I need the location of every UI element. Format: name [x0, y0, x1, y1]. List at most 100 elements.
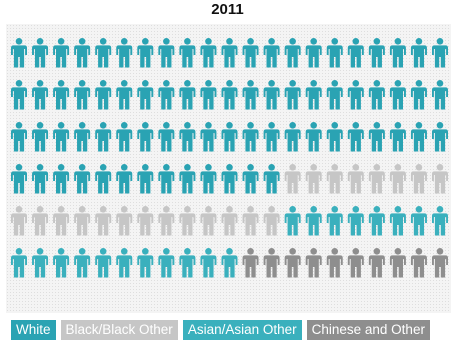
- person-icon-white: [200, 80, 217, 110]
- person-icon-white: [158, 122, 175, 152]
- person-icon-asian-asian-other: [116, 248, 133, 278]
- person-icon-white: [53, 122, 70, 152]
- person-icon-white: [200, 122, 217, 152]
- person-icon-white: [221, 80, 238, 110]
- person-icon-white: [221, 38, 238, 68]
- person-icon-white: [32, 80, 49, 110]
- person-icon-black-black-other: [200, 206, 217, 236]
- person-icon-white: [389, 80, 406, 110]
- person-icon-white: [158, 80, 175, 110]
- person-icon-white: [53, 38, 70, 68]
- person-icon-white: [74, 38, 91, 68]
- person-icon-chinese-and-other: [410, 248, 427, 278]
- person-icon-white: [410, 122, 427, 152]
- person-icon-white: [116, 122, 133, 152]
- person-icon-black-black-other: [347, 164, 364, 194]
- person-icon-asian-asian-other: [32, 248, 49, 278]
- pictogram-panel: [6, 24, 451, 313]
- person-icon-asian-asian-other: [326, 206, 343, 236]
- person-icon-white: [95, 164, 112, 194]
- person-icon-black-black-other: [179, 206, 196, 236]
- person-icon-white: [179, 38, 196, 68]
- person-icon-white: [242, 122, 259, 152]
- person-icon-white: [284, 122, 301, 152]
- person-icon-white: [410, 38, 427, 68]
- person-icon-asian-asian-other: [95, 248, 112, 278]
- legend-item-black-black-other: Black/Black Other: [60, 320, 178, 340]
- person-icon-white: [368, 80, 385, 110]
- person-icon-white: [242, 164, 259, 194]
- person-icon-black-black-other: [137, 206, 154, 236]
- person-icon-black-black-other: [74, 206, 91, 236]
- person-icon-white: [410, 80, 427, 110]
- person-icon-white: [11, 80, 27, 110]
- person-icon-white: [53, 80, 70, 110]
- person-icon-white: [326, 80, 343, 110]
- person-icon-black-black-other: [158, 206, 175, 236]
- person-icon-white: [158, 38, 175, 68]
- person-icon-asian-asian-other: [368, 206, 385, 236]
- person-icon-white: [432, 80, 448, 110]
- person-icon-white: [116, 38, 133, 68]
- person-icon-chinese-and-other: [284, 248, 301, 278]
- person-icon-white: [326, 38, 343, 68]
- person-icon-white: [221, 164, 238, 194]
- chart-title: 2011: [211, 1, 244, 18]
- person-icon-asian-asian-other: [347, 206, 364, 236]
- person-icon-white: [200, 164, 217, 194]
- person-icon-white: [432, 122, 448, 152]
- person-icon-white: [263, 80, 280, 110]
- person-icon-white: [116, 80, 133, 110]
- person-icon-asian-asian-other: [305, 206, 322, 236]
- legend-item-chinese-and-other: Chinese and Other: [306, 320, 430, 340]
- person-icon-black-black-other: [263, 206, 280, 236]
- person-icon-black-black-other: [242, 206, 259, 236]
- legend-item-asian-asian-other: Asian/Asian Other: [182, 320, 302, 340]
- person-icon-chinese-and-other: [305, 248, 322, 278]
- person-icon-white: [347, 80, 364, 110]
- person-icon-black-black-other: [326, 164, 343, 194]
- person-icon-white: [305, 38, 322, 68]
- person-icon-black-black-other: [221, 206, 238, 236]
- person-icon-white: [368, 38, 385, 68]
- person-icon-asian-asian-other: [74, 248, 91, 278]
- person-icon-white: [389, 38, 406, 68]
- person-icon-white: [221, 122, 238, 152]
- person-icon-asian-asian-other: [432, 206, 448, 236]
- person-icon-white: [263, 122, 280, 152]
- person-icon-white: [263, 164, 280, 194]
- person-icon-asian-asian-other: [179, 248, 196, 278]
- person-icon-white: [284, 80, 301, 110]
- person-icon-black-black-other: [116, 206, 133, 236]
- person-icon-white: [179, 122, 196, 152]
- person-icon-black-black-other: [53, 206, 70, 236]
- person-icon-white: [263, 38, 280, 68]
- person-icon-black-black-other: [389, 164, 406, 194]
- person-icon-white: [116, 164, 133, 194]
- person-icon-white: [11, 122, 27, 152]
- person-icon-white: [432, 38, 448, 68]
- person-icon-chinese-and-other: [368, 248, 385, 278]
- person-icon-white: [137, 38, 154, 68]
- legend-item-white: White: [11, 320, 56, 340]
- person-icon-black-black-other: [305, 164, 322, 194]
- person-icon-chinese-and-other: [389, 248, 406, 278]
- person-icon-black-black-other: [368, 164, 385, 194]
- person-icon-white: [368, 122, 385, 152]
- person-icon-white: [95, 38, 112, 68]
- person-icon-white: [200, 38, 217, 68]
- person-icon-white: [389, 122, 406, 152]
- person-icon-chinese-and-other: [347, 248, 364, 278]
- person-icon-white: [32, 164, 49, 194]
- person-icon-white: [242, 80, 259, 110]
- person-icon-white: [32, 122, 49, 152]
- person-icon-white: [11, 164, 27, 194]
- person-icon-white: [158, 164, 175, 194]
- person-icon-black-black-other: [32, 206, 49, 236]
- person-icon-white: [95, 80, 112, 110]
- person-icon-white: [74, 80, 91, 110]
- person-icon-black-black-other: [95, 206, 112, 236]
- person-icon-asian-asian-other: [137, 248, 154, 278]
- person-icon-white: [305, 80, 322, 110]
- person-icon-black-black-other: [410, 164, 427, 194]
